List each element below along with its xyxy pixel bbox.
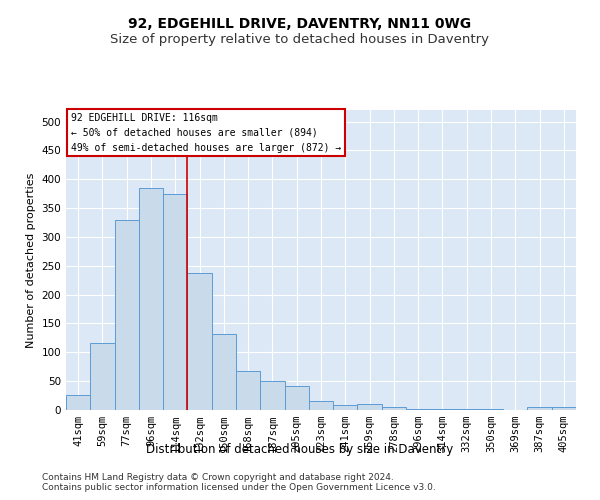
Bar: [527, 406, 552, 410]
Bar: [66, 395, 90, 410]
Bar: [236, 371, 260, 410]
Bar: [260, 381, 284, 410]
Bar: [90, 343, 115, 410]
Bar: [309, 402, 333, 410]
Bar: [382, 407, 406, 410]
Bar: [187, 272, 212, 410]
Text: 92 EDGEHILL DRIVE: 116sqm
← 50% of detached houses are smaller (894)
49% of semi: 92 EDGEHILL DRIVE: 116sqm ← 50% of detac…: [71, 113, 341, 152]
Y-axis label: Number of detached properties: Number of detached properties: [26, 172, 36, 348]
Bar: [163, 194, 187, 410]
Bar: [139, 188, 163, 410]
Text: Size of property relative to detached houses in Daventry: Size of property relative to detached ho…: [110, 32, 490, 46]
Bar: [552, 406, 576, 410]
Bar: [333, 406, 358, 410]
Bar: [284, 386, 309, 410]
Bar: [358, 404, 382, 410]
Text: Distribution of detached houses by size in Daventry: Distribution of detached houses by size …: [146, 442, 454, 456]
Text: Contains HM Land Registry data © Crown copyright and database right 2024.
Contai: Contains HM Land Registry data © Crown c…: [42, 472, 436, 492]
Bar: [115, 220, 139, 410]
Text: 92, EDGEHILL DRIVE, DAVENTRY, NN11 0WG: 92, EDGEHILL DRIVE, DAVENTRY, NN11 0WG: [128, 18, 472, 32]
Bar: [212, 334, 236, 410]
